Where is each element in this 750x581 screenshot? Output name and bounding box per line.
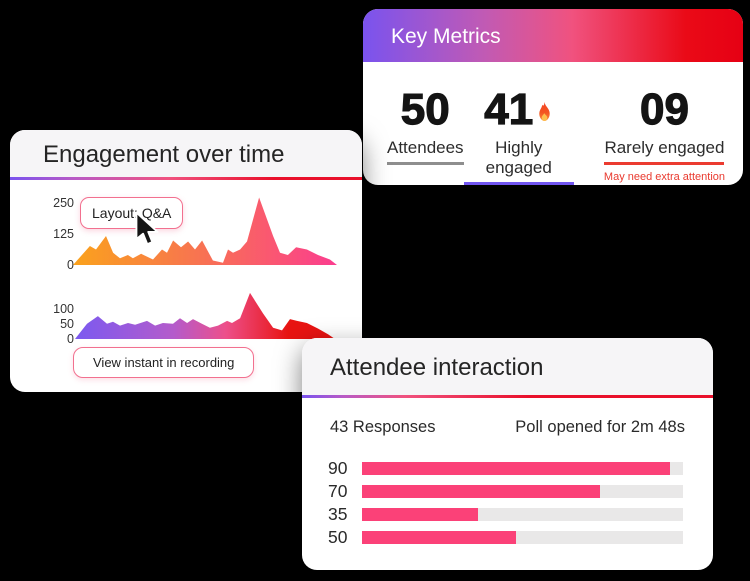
layout-tooltip[interactable]: Layout: Q&A [80, 197, 184, 229]
poll-bar-track [362, 462, 683, 475]
key-metrics-body: 50 Attendees 41 Highly engaged 09 Rarely enga… [363, 62, 743, 185]
y-axis-tick-label: 125 [53, 226, 74, 241]
poll-bar-value: 35 [328, 504, 348, 524]
poll-bar-row: 90 [328, 458, 683, 478]
engagement-card: Engagement over time 250 125 0 100 50 0 Layo… [10, 130, 362, 392]
attendee-title: Attendee interaction [330, 354, 544, 381]
engagement-area-chart-2 [75, 292, 335, 339]
poll-bar-row: 35 [328, 504, 683, 524]
poll-bar-fill [362, 508, 478, 521]
view-instant-recording-button[interactable]: View instant in recording [73, 347, 255, 378]
key-metrics-header: Key Metrics [363, 9, 743, 62]
metric-value: 41 [464, 87, 574, 132]
poll-bar-fill [362, 485, 600, 498]
engagement-gradient-rule [10, 177, 362, 180]
engagement-card-header: Engagement over time [10, 130, 362, 177]
metric-label: Highly engaged [463, 138, 574, 185]
key-metrics-card: Key Metrics 50 Attendees 41 Highly engaged 0… [363, 9, 743, 185]
cursor-arrow-icon [135, 211, 159, 246]
y-axis-tick-label: 250 [53, 195, 74, 210]
poll-bar-row: 70 [328, 481, 683, 501]
poll-bar-track [362, 508, 683, 521]
poll-bar-chart: 90 70 35 50 [328, 458, 683, 554]
poll-bar-fill [362, 531, 517, 544]
engagement-title: Engagement over time [43, 141, 285, 168]
responses-count: 43 Responses [330, 418, 436, 436]
poll-meta-row: 43 Responses Poll opened for 2m 48s [330, 418, 685, 437]
metric-label: Attendees [387, 138, 464, 165]
poll-bar-track [362, 485, 683, 498]
metric-highly-engaged: 41 Highly engaged [463, 87, 574, 185]
metric-label: Rarely engaged [604, 138, 725, 165]
poll-bar-value: 70 [328, 481, 348, 501]
poll-bar-track [362, 531, 683, 544]
y-axis-tick-label: 0 [67, 332, 74, 346]
poll-bar-fill [362, 462, 671, 475]
layout-tooltip-label: Layout: Q&A [92, 205, 172, 221]
poll-bar-row: 50 [328, 527, 683, 547]
flame-icon [539, 101, 550, 121]
attendee-gradient-rule [302, 395, 713, 398]
poll-open-duration: Poll opened for 2m 48s [515, 418, 685, 436]
metric-rarely-engaged: 09 Rarely engaged May need extra attention [603, 85, 725, 185]
attendee-interaction-card: Attendee interaction 43 Responses Poll o… [302, 338, 713, 570]
metric-value: 09 [639, 85, 689, 134]
engagement-area-chart-1 [73, 197, 337, 265]
y-axis-tick-label: 100 [53, 302, 74, 317]
key-metrics-title: Key Metrics [391, 25, 501, 48]
poll-bar-value: 50 [328, 527, 348, 547]
y-axis-tick-label: 50 [60, 317, 74, 332]
metric-caption: May need extra attention [603, 171, 725, 183]
metric-attendees: 50 Attendees [387, 85, 464, 185]
attendee-card-header: Attendee interaction [302, 338, 713, 395]
poll-bar-value: 90 [328, 458, 348, 478]
metric-value: 50 [400, 85, 450, 134]
